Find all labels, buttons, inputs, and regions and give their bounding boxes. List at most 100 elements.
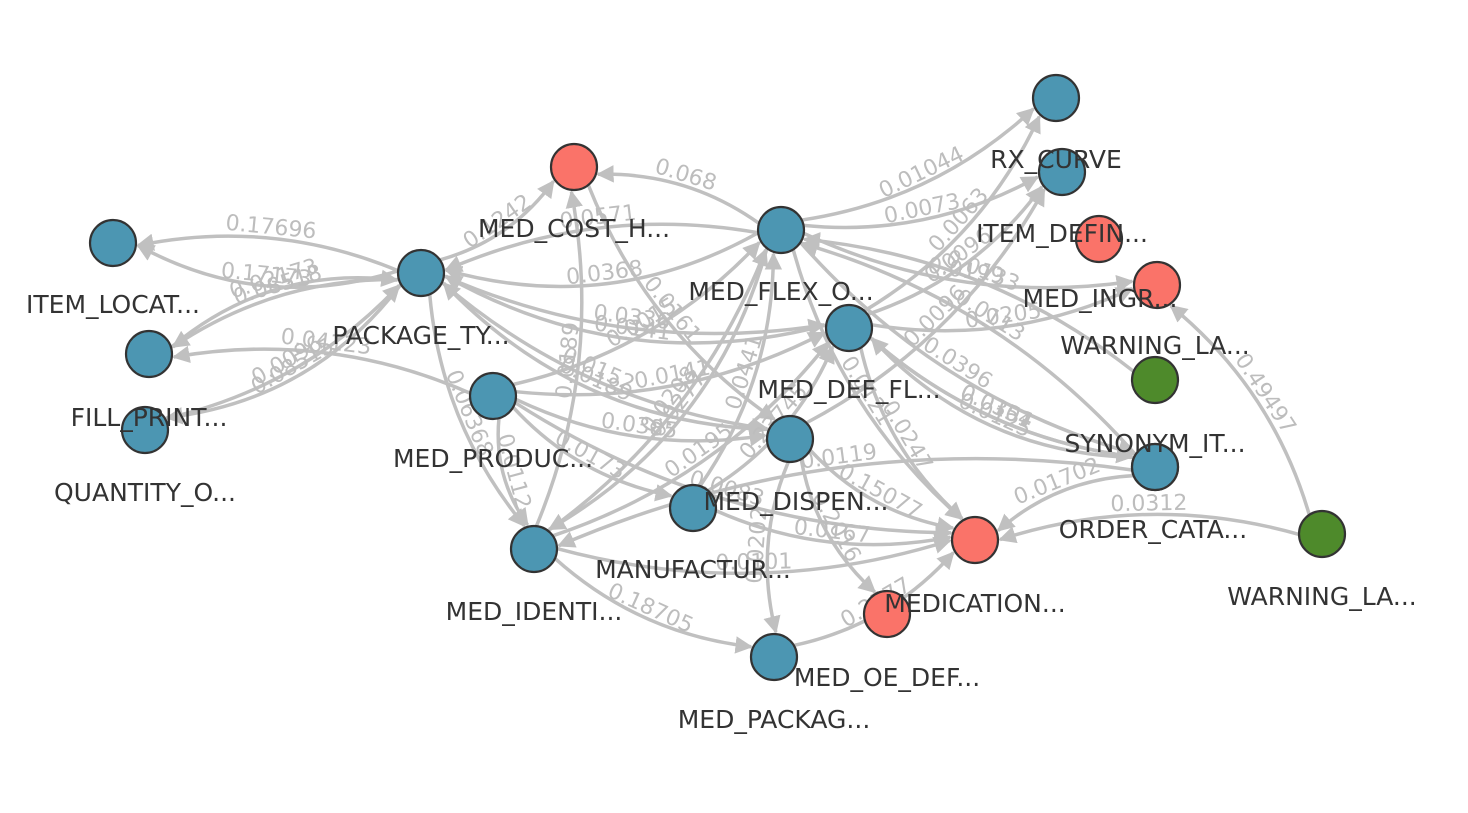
- nodes-layer: [88, 73, 1347, 682]
- edge-package_ty-to-quantity_o: [164, 283, 403, 425]
- edge-med_identi-to-med_flex_o: [547, 248, 769, 533]
- node-label-med-identi: MED_IDENTI...: [446, 597, 623, 626]
- node-label-rx-curve: RX_CURVE: [990, 145, 1122, 174]
- node-med-produc[interactable]: [468, 371, 518, 421]
- edge-med_dispen-to-package_ty: [442, 281, 770, 432]
- node-package-ty[interactable]: [396, 248, 446, 298]
- edge-weight-label: 0.49497: [1229, 349, 1300, 439]
- edge-med_flex_o-to-med_ingr: [803, 231, 1134, 293]
- edge-med_identi-to-medication: [556, 536, 952, 576]
- node-med-packag[interactable]: [749, 632, 799, 682]
- edge-med_identi-to-med_packag: [553, 557, 753, 654]
- edge-weight-label: 0.17696: [224, 211, 317, 245]
- node-label-item-defin: ITEM_DEFIN...: [976, 219, 1148, 248]
- edge-synonym_it-to-med_def_fl: [870, 337, 1135, 460]
- edge-med_flex_o-to-medication: [791, 249, 964, 521]
- edge-med_def_fl-to-item_defin: [866, 185, 1044, 317]
- edge-med_cost_h-to-med_dispen: [586, 184, 776, 421]
- node-med-flex-o[interactable]: [756, 205, 806, 255]
- node-warning-la-2[interactable]: [1297, 509, 1347, 559]
- edge-med_produc-to-med_flex_o: [512, 241, 761, 387]
- edge-med_def_fl-to-med_ingr: [871, 286, 1134, 333]
- node-label-med-dispen: MED_DISPEN...: [703, 487, 888, 516]
- edge-weight-label: 0.0202: [742, 506, 773, 585]
- edge-order_cata-to-medication: [996, 473, 1134, 532]
- node-med-dispen[interactable]: [765, 414, 815, 464]
- edge-med_identi-to-med_def_fl: [552, 340, 830, 538]
- node-label-med-ingr: MED_INGR...: [1023, 284, 1178, 313]
- node-label-med-flex-o: MED_FLEX_O...: [688, 277, 873, 306]
- edge-med_produc-to-med_dispen: [515, 397, 767, 447]
- node-labels-layer: ITEM_LOCAT... FILL_PRINT... QUANTITY_O... P…: [26, 145, 1417, 734]
- node-med-identi[interactable]: [509, 524, 559, 574]
- node-med-def-fl[interactable]: [824, 303, 874, 353]
- edge-package_ty-to-med_dispen: [440, 281, 769, 436]
- node-label-order-cata: ORDER_CATA...: [1059, 515, 1247, 544]
- edge-weight-label: 0.068: [652, 154, 720, 196]
- edge-fill_print-to-package_ty: [169, 269, 399, 349]
- edge-quantity_o-to-package_ty: [164, 284, 401, 421]
- node-label-synonym-it: SYNONYM_IT...: [1064, 429, 1245, 458]
- edge-med_flex_o-to-rx_curve: [801, 107, 1035, 222]
- edge-med_dispen-to-med_oe_def: [799, 458, 877, 594]
- edge-weight-label: 0.0312: [1110, 491, 1187, 517]
- edge-manufactur-to-med_flex_o: [698, 252, 783, 488]
- node-item-locat[interactable]: [88, 218, 138, 268]
- edge-package_ty-to-item_locat: [136, 233, 399, 273]
- node-label-med-cost-h: MED_COST_H...: [478, 214, 670, 243]
- node-label-med-oe-def: MED_OE_DEF...: [794, 663, 980, 692]
- edge-package_ty-to-med_cost_h: [439, 179, 555, 262]
- edge-package_ty-to-med_def_fl: [443, 274, 826, 336]
- edge-med_dispen-to-medication: [808, 448, 955, 534]
- node-med-cost-h[interactable]: [549, 142, 599, 192]
- edge-med_produc-to-manufactur: [511, 406, 673, 502]
- edge-med_flex_o-to-med_cost_h: [596, 165, 761, 225]
- node-med-oe-def[interactable]: [862, 589, 912, 639]
- edge-med_produc-to-fill_print: [172, 345, 471, 395]
- edge-med_dispen-to-item_defin: [805, 187, 1046, 425]
- node-medication[interactable]: [950, 515, 1000, 565]
- edge-order_cata-to-med_identi: [557, 456, 1133, 548]
- edge-med_flex_o-to-synonym_it: [799, 241, 1136, 458]
- edge-med_flex_o-to-package_ty: [444, 222, 759, 272]
- node-order-cata[interactable]: [1130, 442, 1180, 492]
- node-manufactur[interactable]: [668, 483, 718, 533]
- node-label-warning-la-2: WARNING_LA...: [1227, 582, 1416, 611]
- edge-warning_la_2-to-medication: [998, 512, 1300, 544]
- edge-med_flex_o-to-package_ty: [444, 231, 760, 289]
- edge-med_produc-to-med_def_fl: [515, 331, 826, 397]
- edge-med_produc-to-medication: [514, 401, 953, 542]
- node-rx-curve[interactable]: [1031, 73, 1081, 123]
- edge-weight-label: 0.0101: [715, 549, 792, 576]
- node-fill-print[interactable]: [124, 329, 174, 379]
- node-label-quantity-o: QUANTITY_O...: [54, 478, 236, 507]
- node-item-defin[interactable]: [1037, 147, 1087, 197]
- edge-med_produc-to-med_identi: [496, 418, 529, 527]
- edge-med_def_fl-to-package_ty: [444, 274, 827, 345]
- edge-warning_la_2-to-med_ingr: [1169, 304, 1311, 516]
- edge-med_def_fl-to-rx_curve: [863, 114, 1041, 313]
- node-label-manufactur: MANUFACTUR...: [595, 555, 791, 584]
- node-item-defin-v[interactable]: [1074, 214, 1124, 264]
- edge-weight-label: 0.0167: [792, 515, 871, 549]
- edge-med_flex_o-to-med_identi: [547, 247, 769, 531]
- node-label-package-ty: PACKAGE_TY...: [332, 321, 509, 350]
- node-label-item-locat: ITEM_LOCAT...: [26, 290, 200, 319]
- node-label-med-produc: MED_PRODUC...: [393, 444, 593, 473]
- edge-manufactur-to-medication: [715, 508, 952, 549]
- edges-layer: [136, 107, 1311, 654]
- node-warning-la-1[interactable]: [1130, 355, 1180, 405]
- edge-med_dispen-to-med_packag: [763, 461, 790, 634]
- node-med-ingr[interactable]: [1132, 260, 1182, 310]
- node-quantity-o[interactable]: [120, 405, 170, 455]
- edge-weight-label: 0.0368: [565, 256, 644, 290]
- edge-order_cata-to-med_flex_o: [800, 239, 1137, 456]
- edge-med_identi-to-med_cost_h: [534, 190, 584, 527]
- node-label-medication: MEDICATION...: [884, 589, 1065, 618]
- node-label-warning-la-1: WARNING_LA...: [1060, 331, 1249, 360]
- edge-med_flex_o-to-item_defin: [803, 175, 1040, 230]
- edge-warning_la_1-to-med_flex_o: [802, 232, 1135, 373]
- edge-package_ty-to-med_identi: [427, 294, 526, 528]
- node-label-fill-print: FILL_PRINT...: [71, 403, 228, 432]
